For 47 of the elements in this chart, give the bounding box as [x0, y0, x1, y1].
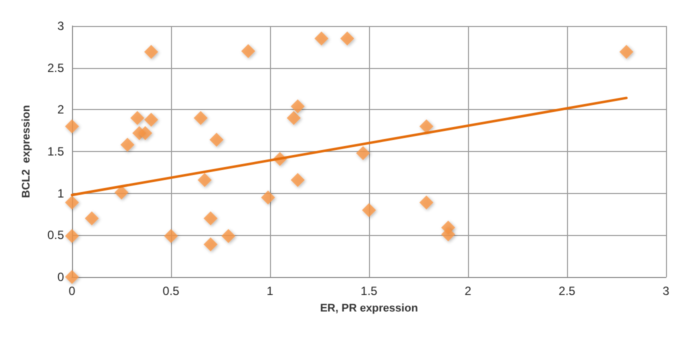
point [314, 32, 328, 46]
y-tick-label: 3 [57, 19, 64, 33]
point [130, 111, 144, 126]
y-tick-label: 2 [57, 102, 64, 117]
point [441, 227, 456, 242]
point [419, 196, 434, 210]
point [138, 126, 152, 140]
point [221, 229, 236, 244]
point [210, 132, 224, 147]
point [419, 119, 434, 134]
point [164, 229, 178, 244]
point [114, 185, 128, 200]
point [198, 172, 212, 187]
point [290, 99, 305, 114]
x-tick-label: 3 [662, 284, 670, 298]
point [204, 211, 218, 226]
y-axis-title: BCL2 expression [20, 104, 32, 198]
y-tick-label: 2.5 [47, 60, 64, 75]
x-tick-label: 2 [464, 284, 472, 298]
point [356, 146, 370, 160]
x-tick-label: 0 [68, 284, 76, 298]
x-tick-label: 1 [266, 284, 274, 298]
point [65, 196, 79, 210]
point [120, 138, 134, 152]
x-axis-title: ER, PR expression [320, 302, 418, 314]
point [84, 211, 99, 226]
point [65, 229, 79, 244]
point [261, 190, 276, 205]
point [194, 111, 208, 126]
point [290, 172, 305, 187]
point [65, 119, 79, 134]
x-tick-label: 2.5 [558, 284, 576, 298]
point [286, 111, 301, 126]
point [65, 270, 79, 284]
x-tick-label: 0.5 [162, 284, 180, 298]
point [144, 112, 158, 127]
y-tick-label: 0.5 [47, 228, 64, 242]
y-tick-label: 1 [57, 186, 64, 200]
point [204, 237, 218, 252]
point [241, 44, 256, 58]
x-tick-label: 1.5 [360, 284, 378, 298]
y-tick-label: 0 [57, 270, 64, 284]
point [144, 44, 158, 59]
point [362, 203, 376, 218]
point [619, 44, 634, 59]
y-tick-label: 1.5 [47, 144, 64, 158]
point [340, 32, 354, 46]
